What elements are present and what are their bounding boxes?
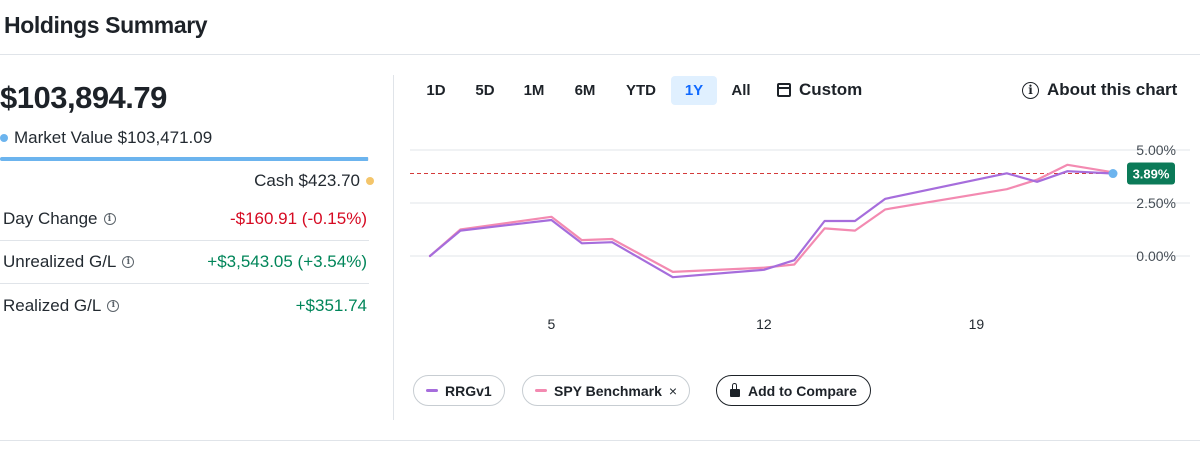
metric-value: +$351.74	[295, 295, 367, 315]
cash-label: Cash	[254, 171, 294, 190]
range-tab-6m[interactable]: 6M	[574, 82, 596, 99]
add-to-compare-label: Add to Compare	[748, 382, 857, 399]
add-to-compare-button[interactable]: Add to Compare	[716, 375, 871, 406]
panel-divider	[393, 75, 394, 420]
total-value: $103,894.79	[0, 80, 167, 115]
last-point-marker	[1108, 169, 1118, 179]
custom-range-button[interactable]: Custom	[777, 78, 862, 102]
metric-label-text: Realized G/L	[3, 295, 102, 315]
y-tick-label: 0.00%	[1136, 248, 1176, 264]
info-icon[interactable]: i	[103, 213, 116, 225]
info-icon[interactable]: i	[107, 299, 120, 312]
market-value: $103,471.09	[117, 128, 213, 147]
market-value-row: Market Value $103,471.09	[0, 128, 212, 148]
metric-label: Day Change i	[3, 209, 116, 229]
range-tab-1m[interactable]: 1M	[523, 82, 545, 99]
metric-row-day-change: Day Change i -$160.91 (-0.15%)	[0, 198, 369, 241]
metric-value: -$160.91 (-0.15%)	[229, 209, 367, 228]
legend-pill-rrgv1[interactable]: RRGv1	[413, 375, 505, 406]
calendar-icon	[777, 83, 791, 97]
metric-label-text: Unrealized G/L	[3, 252, 117, 271]
about-chart-label: About this chart	[1047, 80, 1178, 99]
y-tick-label: 2.50%	[1136, 195, 1176, 211]
metric-label-text: Day Change	[3, 209, 98, 228]
legend-label: RRGv1	[445, 382, 492, 399]
current-value-label: 3.89%	[1133, 167, 1170, 182]
info-icon[interactable]: i	[122, 256, 135, 268]
market-value-label: Market Value	[14, 128, 113, 147]
current-value-badge	[1127, 162, 1175, 185]
range-tab-ytd[interactable]: YTD	[626, 82, 656, 99]
performance-chart[interactable]: 5.00% 2.50% 0.00% 5 12 19 3.89%	[410, 130, 1200, 340]
page-title: Holdings Summary	[4, 12, 208, 38]
lock-icon	[730, 382, 740, 397]
cash-row: Cash $423.70	[254, 171, 374, 191]
allocation-bar-fill	[0, 157, 368, 161]
y-tick-label: 5.00%	[1136, 142, 1176, 158]
legend-pill-spy-benchmark[interactable]: SPY Benchmark ×	[522, 375, 691, 406]
range-tab-1d[interactable]: 1D	[426, 82, 446, 99]
rrgv1-swatch-icon	[426, 389, 438, 392]
metric-row-unrealized-gl: Unrealized G/L i +$3,543.05 (+3.54%)	[0, 241, 369, 284]
section-divider	[0, 440, 1200, 441]
range-tab-1y[interactable]: 1Y	[671, 76, 717, 105]
about-chart-button[interactable]: i About this chart	[1022, 78, 1177, 102]
range-tab-5d[interactable]: 5D	[475, 82, 495, 99]
info-icon: i	[1022, 81, 1039, 99]
remove-benchmark-close-icon[interactable]: ×	[668, 382, 678, 399]
range-tab-all[interactable]: All	[731, 82, 751, 99]
legend-label: SPY Benchmark	[554, 382, 662, 399]
series-line-spy-benchmark	[428, 163, 1115, 273]
metric-row-realized-gl: Realized G/L i +$351.74	[0, 284, 369, 327]
series-line-rrgv1	[428, 170, 1115, 279]
cash-value: $423.70	[298, 171, 360, 190]
x-tick-label: 12	[756, 316, 772, 332]
cash-dot-icon	[366, 177, 374, 185]
market-value-dot-icon	[0, 134, 8, 142]
x-tick-label: 5	[548, 316, 556, 332]
metric-label: Realized G/L i	[3, 295, 120, 316]
x-tick-label: 19	[969, 316, 985, 332]
metric-label: Unrealized G/L i	[3, 252, 135, 272]
custom-range-label: Custom	[799, 80, 863, 99]
spy-swatch-icon	[535, 389, 547, 392]
page-header: Holdings Summary	[0, 0, 1200, 55]
metric-value: +$3,543.05 (+3.54%)	[207, 252, 367, 271]
allocation-bar	[0, 157, 369, 161]
